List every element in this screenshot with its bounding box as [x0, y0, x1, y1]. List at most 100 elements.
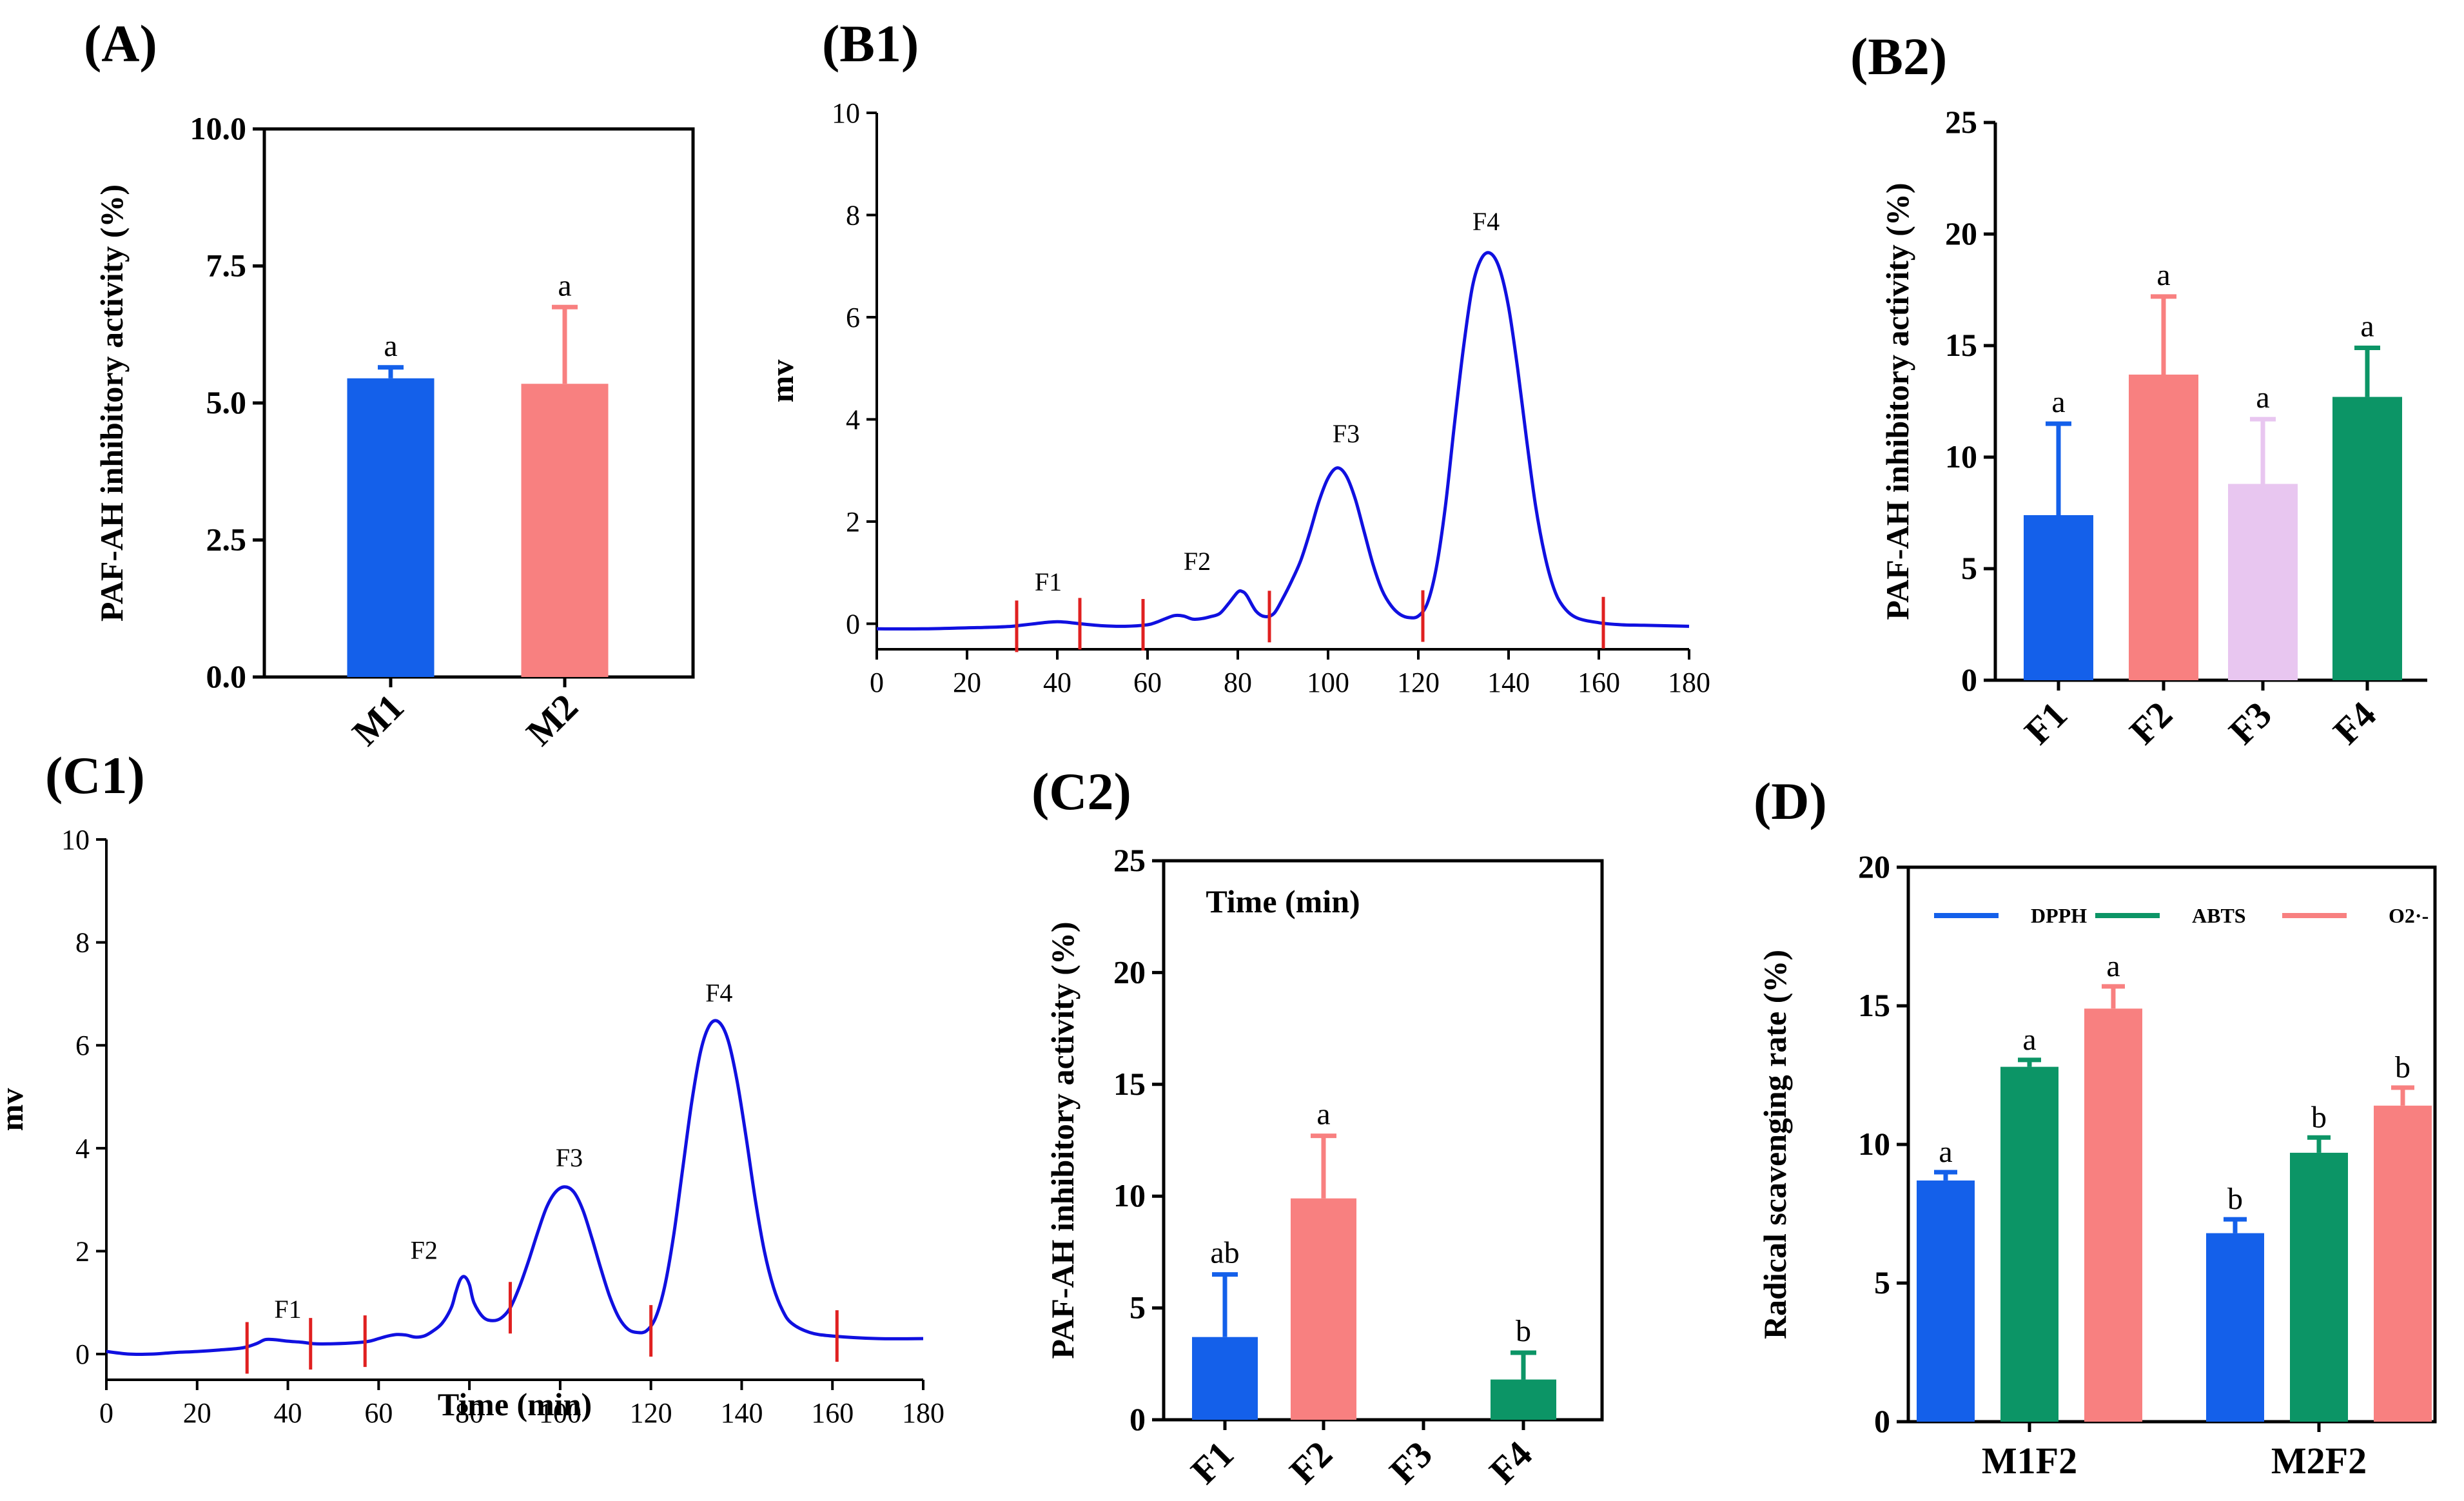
significance-label: a — [2156, 258, 2170, 292]
x-tick-label: 100 — [1307, 667, 1349, 698]
y-tick-label: 15 — [1113, 1066, 1146, 1102]
bar-f4 — [1491, 1379, 1556, 1420]
significance-label: ab — [1210, 1236, 1239, 1270]
significance-label: a — [558, 268, 571, 302]
legend-label: O2·- — [2389, 904, 2429, 927]
legend: DPPH ABTS O2·- — [1934, 904, 2429, 927]
x-tick-label: 40 — [274, 1397, 302, 1429]
panel-label-c2: (C2) — [1032, 762, 1131, 821]
bars: a M1 a M2 — [344, 268, 609, 754]
x-tick-label: 20 — [183, 1397, 211, 1429]
y-tick-label: 10 — [1858, 1126, 1890, 1162]
significance-label: b — [2395, 1050, 2410, 1084]
x-tick-label: 40 — [1043, 667, 1071, 698]
y-tick-label: 0.0 — [206, 658, 247, 694]
category-label: M1F2 — [1982, 1440, 2077, 1482]
significance-label: a — [1939, 1135, 1952, 1169]
significance-label: a — [2256, 380, 2269, 415]
panel-label-b2: (B2) — [1850, 27, 1947, 86]
x-tick-label: 60 — [364, 1397, 393, 1429]
elution-curve — [106, 1019, 924, 1356]
category-label: F1 — [1182, 1433, 1242, 1492]
y-tick-label: 25 — [1113, 842, 1146, 878]
significance-label: a — [1316, 1097, 1330, 1132]
bar-dpph-m1f2 — [1917, 1180, 1975, 1422]
significance-label: b — [2227, 1182, 2243, 1216]
significance-label: a — [2022, 1023, 2036, 1057]
y-axis: 0.0 2.5 5.0 7.5 10.0 PAF-AH inhibitory activi… — [93, 110, 264, 694]
bar-m2 — [521, 384, 609, 677]
y-tick-label: 25 — [1945, 104, 1977, 140]
category-label: M2F2 — [2271, 1440, 2367, 1482]
x-tick-label: 60 — [1133, 667, 1162, 698]
bars: ab F1 a F2 F3 b F4 — [1182, 1097, 1556, 1492]
category-label: F4 — [1481, 1433, 1540, 1492]
legend-label: DPPH — [2031, 904, 2087, 927]
bar-f3 — [2228, 484, 2298, 680]
x-tick-label: 160 — [811, 1397, 854, 1429]
y-tick-label: 20 — [1113, 954, 1146, 990]
elution-curve — [876, 251, 1690, 631]
x-tick-label: 80 — [1224, 667, 1252, 698]
y-tick-label: 5 — [1961, 550, 1977, 586]
bars: a F1 a F2 a F3 a F4 — [2016, 258, 2402, 752]
y-axis-title: PAF-AH inhibitory activity (%) — [1879, 182, 1915, 620]
bar-o2-m1f2 — [2084, 1008, 2142, 1422]
y-tick-label: 2 — [846, 506, 860, 538]
y-tick-label: 20 — [1858, 849, 1890, 885]
y-tick-label: 0 — [1961, 662, 1977, 698]
y-tick-label: 0 — [75, 1339, 90, 1370]
peak-label: F3 — [556, 1143, 583, 1172]
x-tick-label: 180 — [902, 1397, 944, 1429]
x-axis-title: Time (min) — [1206, 883, 1360, 919]
x-tick-label: 100 — [539, 1397, 582, 1429]
x-tick-label: 140 — [1487, 667, 1530, 698]
bars: a a a M1F2 b b b M2F2 — [1917, 949, 2432, 1482]
x-axis-title: Time (min) — [438, 1386, 592, 1422]
y-tick-label: 7.5 — [206, 248, 247, 284]
category-label: F2 — [1281, 1433, 1340, 1492]
y-tick-label: 8 — [846, 199, 860, 231]
y-tick-label: 5 — [1129, 1290, 1146, 1326]
x-tick-label: 120 — [1397, 667, 1440, 698]
y-axis-title: PAF-AH inhibitory activity (%) — [93, 184, 130, 622]
bar-f2 — [1291, 1198, 1356, 1420]
peak-label: F4 — [705, 978, 732, 1007]
bar-f1 — [2024, 515, 2093, 680]
category-label: F4 — [2325, 693, 2384, 752]
y-tick-label: 10 — [1945, 438, 1977, 475]
y-tick-label: 10.0 — [190, 110, 247, 146]
y-tick-label: 15 — [1858, 987, 1890, 1023]
y-axis-title: mv — [0, 1088, 30, 1132]
y-tick-label: 10 — [1113, 1177, 1146, 1213]
plot-frame — [1162, 859, 1604, 1422]
panel-label-c1: (C1) — [45, 746, 145, 805]
panel-label-a: (A) — [84, 14, 157, 73]
y-tick-label: 4 — [75, 1133, 90, 1164]
significance-label: a — [384, 329, 397, 363]
category-label: F3 — [2220, 693, 2280, 752]
y-tick-label: 0 — [1874, 1403, 1890, 1439]
significance-label: b — [1516, 1314, 1531, 1348]
bar-abts-m2f2 — [2290, 1152, 2348, 1422]
bar-f1 — [1192, 1337, 1258, 1420]
peak-label: F2 — [1184, 547, 1211, 576]
y-tick-label: 20 — [1945, 215, 1977, 251]
y-tick-label: 6 — [846, 302, 860, 333]
bar-o2-m2f2 — [2374, 1105, 2432, 1422]
bar-m1 — [347, 378, 435, 677]
y-axis: 0 5 10 15 20 25 PAF-AH inhibitory activity (%) — [1044, 842, 1164, 1437]
y-tick-label: 5.0 — [206, 384, 247, 420]
category-label: F1 — [2016, 693, 2075, 752]
y-tick-label: 0 — [1129, 1401, 1146, 1437]
significance-label: a — [2106, 949, 2120, 983]
peak-label: F3 — [1333, 419, 1360, 448]
category-label: M2 — [518, 686, 586, 754]
x-tick-label: 160 — [1578, 667, 1620, 698]
category-label: F2 — [2121, 693, 2180, 752]
y-axis-title: mv — [764, 360, 800, 403]
y-tick-label: 8 — [75, 927, 90, 959]
y-tick-label: 6 — [75, 1030, 90, 1061]
